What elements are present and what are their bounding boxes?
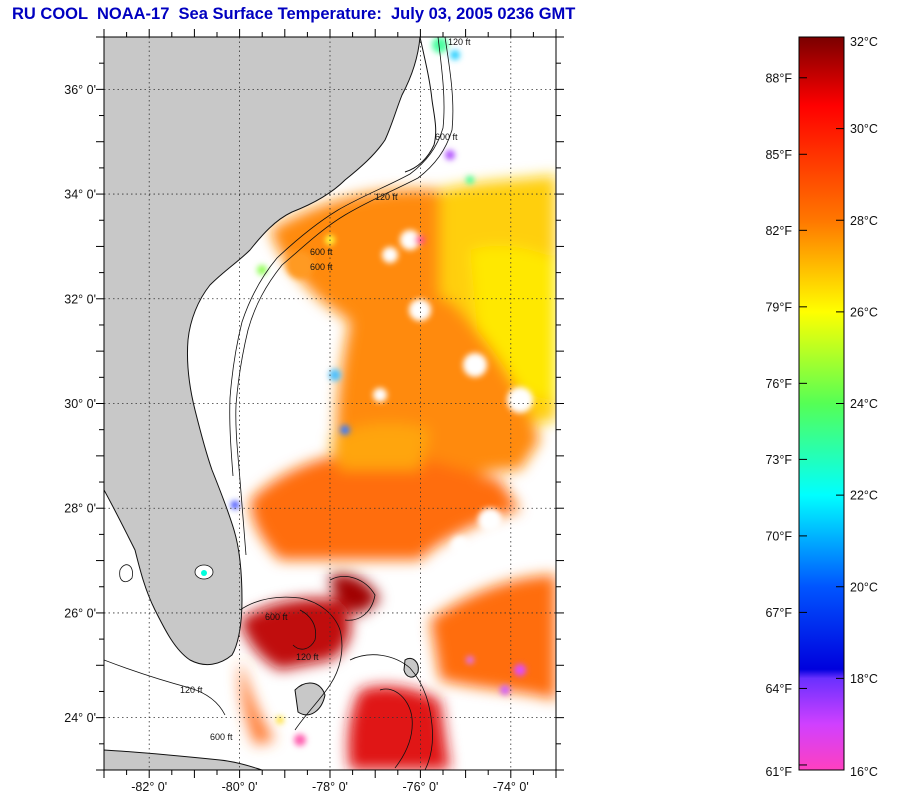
contour-label: 120 ft <box>375 192 398 202</box>
lon-tick-label: -74° 0' <box>493 780 529 794</box>
bathymetry-contours <box>104 37 454 770</box>
contour-label: 600 ft <box>265 612 288 622</box>
lat-tick-label: 36° 0' <box>64 83 96 97</box>
land-us-coast <box>104 37 421 666</box>
contour-label: 120 ft <box>296 652 319 662</box>
map-plot-area: 120 ft 600 ft 120 ft 600 ft 600 ft 120 f… <box>104 37 556 770</box>
contour-label: 600 ft <box>435 132 458 142</box>
contour-label: 600 ft <box>310 262 333 272</box>
celsius-tick-label: 22°C <box>850 489 878 503</box>
celsius-tick-label: 32°C <box>850 35 878 49</box>
map-title: RU COOL NOAA-17 Sea Surface Temperature:… <box>12 5 576 23</box>
map-ticks <box>96 29 564 778</box>
fahrenheit-tick-label: 76°F <box>765 377 792 391</box>
fahrenheit-tick-label: 61°F <box>765 765 792 779</box>
fahrenheit-tick-label: 70°F <box>765 529 792 543</box>
fahrenheit-tick-label: 64°F <box>765 682 792 696</box>
lon-tick-label: -76° 0' <box>402 780 438 794</box>
contour-label: 120 ft <box>448 37 471 47</box>
contour-labels: 120 ft 600 ft 120 ft 600 ft 600 ft 120 f… <box>180 37 471 742</box>
colorbar-labels: 32°C 30°C 28°C 26°C 24°C 22°C 20°C 18°C 16°C 88°F… <box>765 35 877 779</box>
lon-tick-label: -82° 0' <box>131 780 167 794</box>
lon-tick-label: -80° 0' <box>222 780 258 794</box>
lat-tick-label: 30° 0' <box>64 397 96 411</box>
celsius-tick-label: 18°C <box>850 672 878 686</box>
fahrenheit-tick-label: 82°F <box>765 224 792 238</box>
contour-label: 600 ft <box>210 732 233 742</box>
fahrenheit-tick-label: 85°F <box>765 148 792 162</box>
colorbar-ticks <box>799 36 844 771</box>
lat-tick-label: 32° 0' <box>64 292 96 306</box>
land-bahamas-1 <box>403 657 419 678</box>
land-south-coast <box>104 749 263 770</box>
celsius-tick-label: 26°C <box>850 305 878 319</box>
lat-tick-label: 26° 0' <box>64 606 96 620</box>
lon-tick-label: -78° 0' <box>312 780 348 794</box>
fahrenheit-tick-label: 88°F <box>765 71 792 85</box>
celsius-tick-label: 20°C <box>850 580 878 594</box>
celsius-tick-label: 28°C <box>850 214 878 228</box>
contour-label: 120 ft <box>180 685 203 695</box>
fahrenheit-tick-label: 79°F <box>765 300 792 314</box>
lat-tick-label: 24° 0' <box>64 711 96 725</box>
fahrenheit-tick-label: 67°F <box>765 606 792 620</box>
outer-banks-outline <box>404 37 437 173</box>
lat-tick-label: 28° 0' <box>64 502 96 516</box>
celsius-tick-label: 30°C <box>850 122 878 136</box>
lake-sst-dot <box>201 570 207 576</box>
fahrenheit-tick-label: 73°F <box>765 453 792 467</box>
land-islands <box>294 682 326 716</box>
colorbar: 32°C 30°C 28°C 26°C 24°C 22°C 20°C 18°C 16°C 88°F… <box>765 35 877 779</box>
celsius-tick-label: 16°C <box>850 765 878 779</box>
map-gridlines <box>104 37 556 770</box>
lat-tick-label: 34° 0' <box>64 188 96 202</box>
contour-label: 600 ft <box>310 247 333 257</box>
map-tick-labels: -82° 0' -80° 0' -78° 0' -76° 0' -74° 0' 24° 0… <box>64 83 528 794</box>
sst-detail <box>226 37 533 746</box>
celsius-tick-label: 24°C <box>850 397 878 411</box>
